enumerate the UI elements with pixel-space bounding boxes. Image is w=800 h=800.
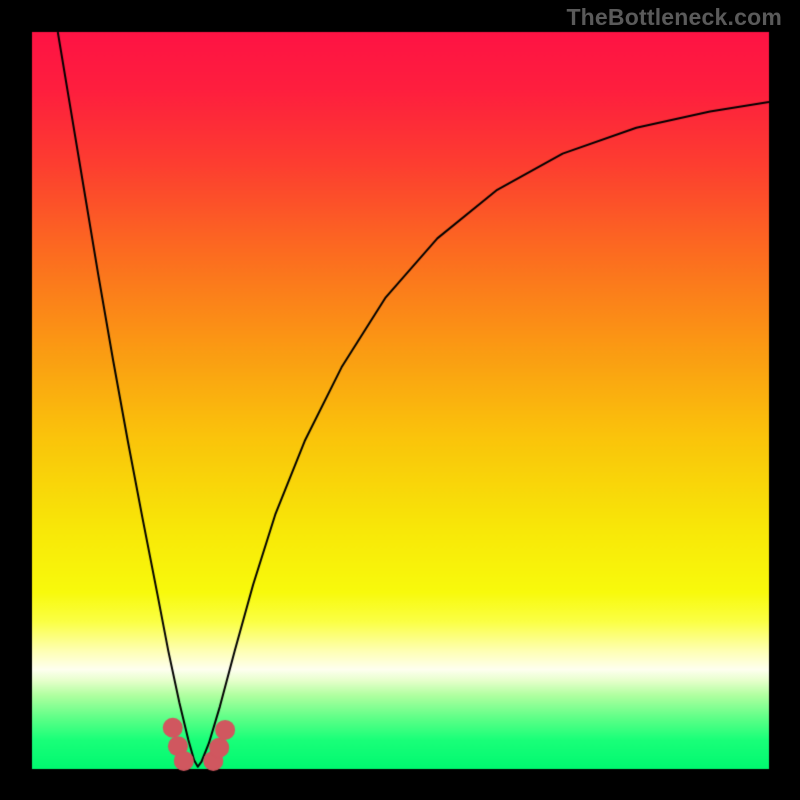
chart-container: TheBottleneck.com	[0, 0, 800, 800]
bottleneck-chart-canvas	[0, 0, 800, 800]
watermark-text: TheBottleneck.com	[566, 4, 782, 31]
